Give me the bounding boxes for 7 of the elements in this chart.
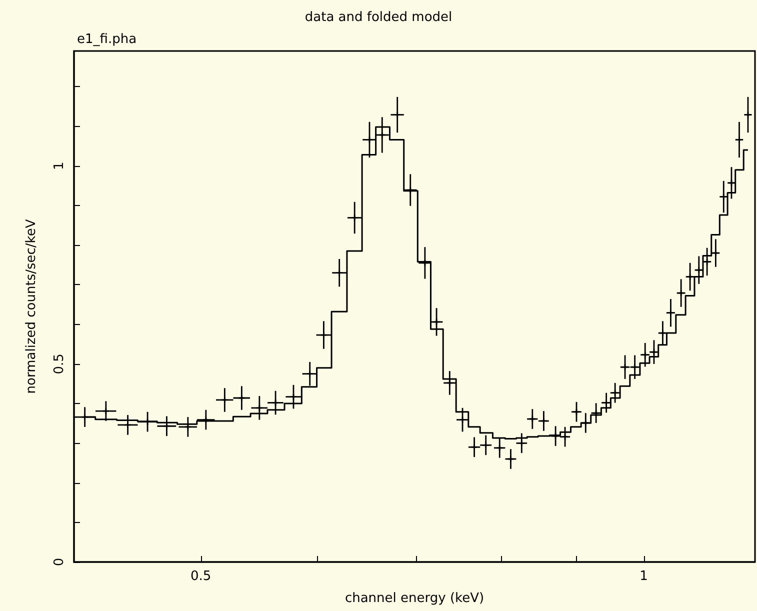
y-tick-label: 0.5: [52, 354, 67, 374]
y-tick-label: 1: [52, 162, 67, 170]
y-axis-title: normalized counts/sec/keV: [24, 219, 39, 394]
chart-subtitle: e1_fi.pha: [77, 32, 137, 47]
y-tick-label: 0: [52, 558, 67, 566]
x-axis-title: channel energy (keV): [344, 591, 484, 606]
chart-title: data and folded model: [304, 10, 452, 25]
